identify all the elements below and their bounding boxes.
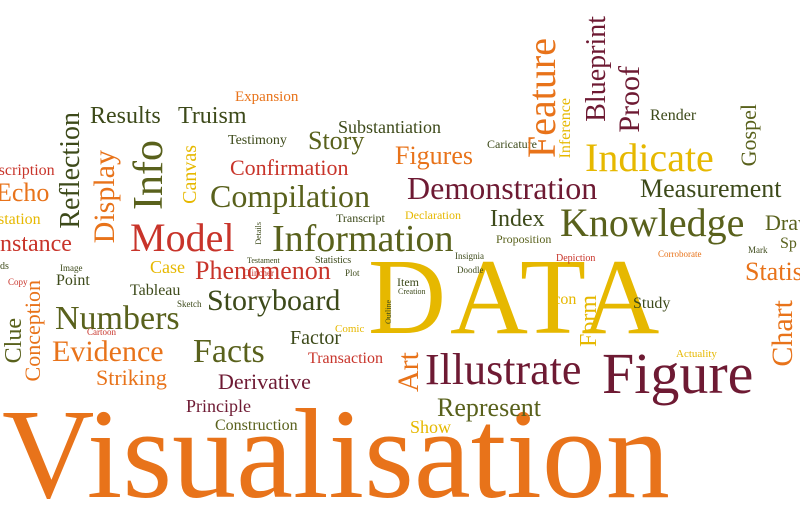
word-details: Details (254, 222, 263, 245)
word-inference: Inference (557, 98, 574, 159)
word-clincher: Clincher (243, 268, 274, 278)
word-striking: Striking (96, 365, 167, 390)
word-statistics-large: Statistics (745, 257, 800, 286)
word-art: Art (392, 352, 425, 392)
word-doodle: Doodle (457, 265, 484, 275)
word-factor: Factor (290, 327, 342, 349)
word-sketch: Sketch (177, 299, 202, 309)
word-image: Image (60, 263, 83, 273)
word-canvas: Canvas (179, 145, 201, 204)
word-index: Index (490, 206, 545, 232)
word-cartoon: Cartoon (87, 327, 116, 337)
word-blueprint: Blueprint (581, 16, 612, 122)
word-plot: Plot (345, 268, 360, 278)
word-tableau: Tableau (130, 282, 181, 299)
word-clue: Clue (1, 318, 27, 364)
word-render: Render (650, 107, 697, 124)
word-indicate: Indicate (585, 135, 714, 180)
word-substantiation: Substantiation (338, 117, 441, 137)
word-compilation: Compilation (210, 178, 370, 214)
word-creation: Creation (398, 287, 426, 296)
word-outline: Outline (384, 300, 393, 324)
word-knowledge: Knowledge (560, 200, 745, 245)
word-illustrate: Illustrate (425, 345, 582, 394)
word-confirmation: Confirmation (230, 155, 349, 180)
word-insignia: Insignia (455, 251, 484, 261)
word-reflection: Reflection (55, 112, 86, 229)
word-chart: Chart (766, 300, 799, 367)
word-form: Form (576, 295, 602, 348)
word-depiction: Depiction (556, 253, 596, 264)
word-transcript: Transcript (336, 211, 385, 225)
word-transaction: Transaction (308, 350, 383, 367)
word-evidence: Evidence (52, 335, 164, 368)
word-item: Item (397, 275, 419, 289)
word-principle: Principle (186, 396, 251, 416)
word-expansion: Expansion (235, 89, 299, 105)
word-icon: Icon (548, 291, 577, 308)
word-draw: Draw (765, 210, 800, 235)
word-station: station (0, 211, 41, 228)
word-results: Results (90, 103, 161, 129)
word-testament: Testament (247, 256, 280, 265)
word-ds: ds (0, 261, 9, 272)
word-proof: Proof (613, 66, 646, 133)
word-show: Show (410, 417, 452, 437)
word-phenomenon: Phenomenon (195, 256, 331, 285)
word-proposition: Proposition (496, 232, 552, 246)
word-copy: Copy (8, 277, 28, 287)
word-visualisation: Visualisation (2, 383, 670, 518)
word-corroborate: Corroborate (658, 249, 702, 259)
word-feature: Feature (519, 38, 564, 158)
word-testimony: Testimony (228, 133, 287, 148)
word-point: Point (56, 272, 90, 289)
word-represent: Represent (437, 393, 541, 422)
word-storyboard: Storyboard (207, 284, 341, 317)
word-mark: Mark (748, 245, 768, 255)
word-data: DATA (368, 238, 664, 357)
word-truism: Truism (178, 103, 247, 129)
word-study: Study (633, 295, 671, 312)
word-display: Display (88, 150, 121, 244)
word-caricature: Caricature (487, 137, 537, 151)
word-actuality: Actuality (676, 348, 717, 360)
word-demonstration: Demonstration (407, 170, 598, 206)
word-measurement: Measurement (640, 174, 782, 203)
word-facts: Facts (193, 333, 265, 370)
word-statistics: Statistics (315, 255, 352, 266)
word-numbers: Numbers (55, 300, 180, 337)
word-declaration: Declaration (405, 208, 461, 222)
word-model: Model (130, 215, 235, 260)
word-gospel: Gospel (736, 104, 761, 167)
word-info: Info (126, 140, 172, 210)
word-instance: Instance (0, 231, 72, 257)
word-figures: Figures (395, 141, 473, 170)
word-story: Story (308, 126, 365, 155)
word-echo: Echo (0, 178, 50, 207)
word-construction: Construction (215, 417, 298, 434)
word-comic: Comic (335, 323, 365, 335)
word-sp: Sp (780, 235, 797, 252)
word-description: Description (0, 162, 55, 179)
word-information: Information (272, 218, 454, 260)
word-figure: Figure (602, 341, 754, 406)
word-case: Case (150, 257, 185, 277)
word-derivative: Derivative (218, 369, 311, 394)
